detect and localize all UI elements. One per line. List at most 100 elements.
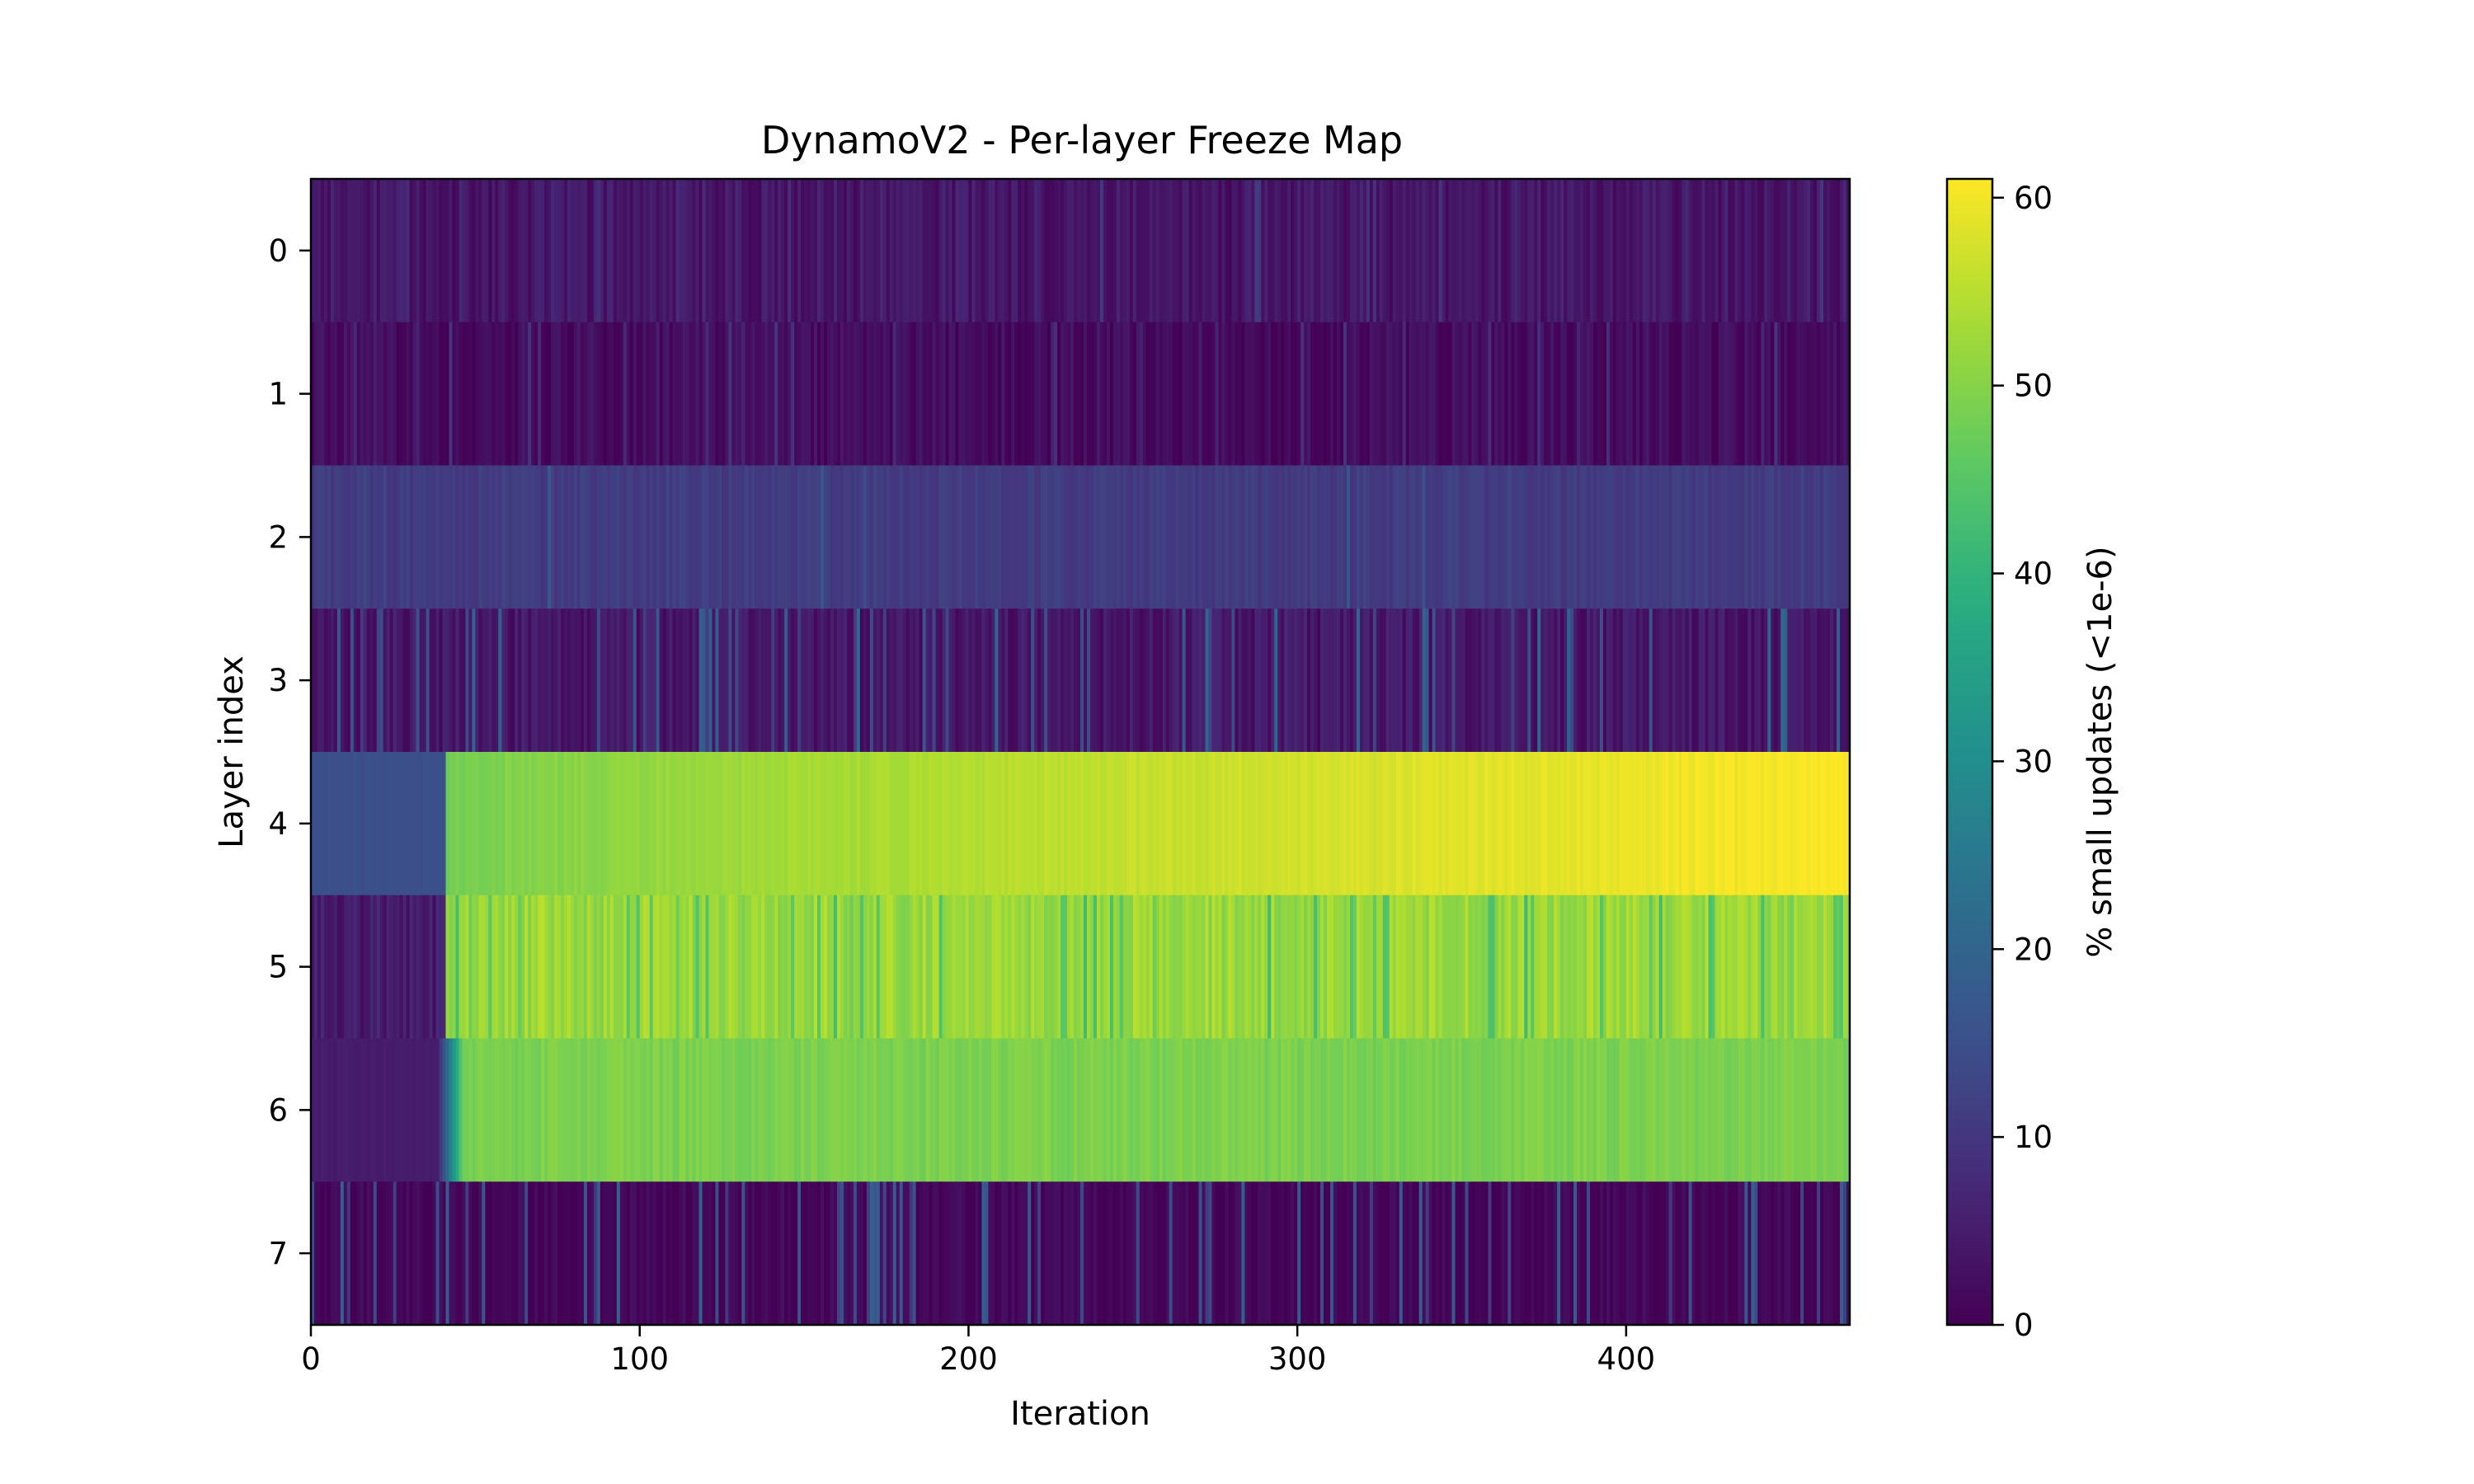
heatmap-cell (422, 1181, 427, 1326)
heatmap-cell (393, 1038, 397, 1182)
heatmap-cell (1675, 1038, 1680, 1182)
heatmap-cell (1142, 465, 1147, 609)
heatmap-cell (1129, 895, 1134, 1039)
heatmap-cell (1649, 465, 1653, 609)
heatmap-cell (1481, 895, 1486, 1039)
heatmap-cell (1596, 608, 1601, 753)
heatmap-cell (1738, 608, 1743, 753)
heatmap-cell (1291, 1038, 1295, 1182)
heatmap-cell (905, 752, 910, 896)
heatmap-cell (1251, 895, 1255, 1039)
heatmap-cell (465, 895, 469, 1039)
heatmap-cell (482, 179, 486, 323)
heatmap-cell (1165, 465, 1170, 609)
heatmap-cell (1057, 465, 1061, 609)
heatmap-cell (317, 608, 322, 753)
heatmap-cell (1455, 752, 1460, 896)
heatmap-cell (886, 322, 891, 466)
heatmap-cell (833, 322, 838, 466)
heatmap-cell (856, 1181, 861, 1326)
heatmap-cell (1705, 1181, 1710, 1326)
heatmap-cell (1300, 1038, 1305, 1182)
heatmap-cell (856, 322, 861, 466)
heatmap-cell (350, 465, 355, 609)
heatmap-cell (636, 322, 641, 466)
heatmap-cell (1797, 322, 1801, 466)
heatmap-cell (1119, 1038, 1124, 1182)
heatmap-cell (1372, 1038, 1377, 1182)
heatmap-cell (849, 895, 854, 1039)
heatmap-cell (1787, 465, 1791, 609)
heatmap-cell (846, 1038, 851, 1182)
heatmap-cell (1294, 608, 1298, 753)
heatmap-cell (1800, 752, 1804, 896)
heatmap-cell (336, 179, 341, 323)
heatmap-cell (1451, 465, 1456, 609)
heatmap-cell (764, 1038, 769, 1182)
heatmap-cell (1642, 465, 1647, 609)
heatmap-cell (1491, 608, 1495, 753)
heatmap-cell (633, 608, 637, 753)
heatmap-cell (662, 608, 667, 753)
heatmap-cell (656, 322, 661, 466)
heatmap-cell (1488, 895, 1492, 1039)
heatmap-cell (695, 608, 700, 753)
heatmap-cell (1307, 465, 1311, 609)
heatmap-cell (1389, 752, 1394, 896)
heatmap-cell (718, 752, 722, 896)
heatmap-cell (1438, 895, 1443, 1039)
heatmap-cell (1800, 465, 1804, 609)
heatmap-cell (968, 895, 973, 1039)
heatmap-cell (1395, 752, 1400, 896)
heatmap-cell (745, 322, 749, 466)
heatmap-cell (1761, 322, 1765, 466)
heatmap-cell (613, 179, 618, 323)
heatmap-cell (586, 465, 591, 609)
heatmap-cell (728, 608, 732, 753)
heatmap-cell (843, 179, 848, 323)
heatmap-cell (1011, 1181, 1015, 1326)
heatmap-cell (583, 895, 588, 1039)
heatmap-cell (538, 608, 542, 753)
heatmap-cell (1747, 608, 1752, 753)
heatmap-cell (1797, 1181, 1801, 1326)
heatmap-cell (1004, 179, 1009, 323)
heatmap-cell (472, 465, 476, 609)
heatmap-cell (524, 1038, 529, 1182)
heatmap-cell (692, 752, 697, 896)
heatmap-cell (925, 608, 930, 753)
heatmap-cell (1238, 1181, 1242, 1326)
heatmap-cell (1422, 1181, 1427, 1326)
heatmap-cell (764, 179, 769, 323)
heatmap-cell (1412, 465, 1417, 609)
heatmap-cell (1517, 1181, 1522, 1326)
heatmap-cell (1698, 465, 1703, 609)
heatmap-cell (1833, 1038, 1837, 1182)
heatmap-cell (932, 752, 937, 896)
heatmap-cell (1425, 465, 1430, 609)
heatmap-cell (1425, 895, 1430, 1039)
heatmap-cell (876, 608, 881, 753)
heatmap-cell (755, 1038, 759, 1182)
heatmap-cell (1774, 752, 1778, 896)
heatmap-cell (1771, 1181, 1775, 1326)
heatmap-cell (1031, 1181, 1035, 1326)
heatmap-cell (1418, 465, 1423, 609)
heatmap-cell (482, 465, 486, 609)
heatmap-cell (1070, 322, 1075, 466)
heatmap-cell (593, 752, 598, 896)
heatmap-cell (1665, 1181, 1670, 1326)
heatmap-cell (1333, 895, 1338, 1039)
heatmap-cell (1757, 1181, 1761, 1326)
heatmap-cell (343, 1181, 348, 1326)
heatmap-cell (1241, 465, 1245, 609)
heatmap-cell (1001, 322, 1005, 466)
heatmap-cell (557, 179, 562, 323)
heatmap-cell (1215, 179, 1220, 323)
heatmap-cell (905, 179, 910, 323)
heatmap-cell (863, 322, 868, 466)
heatmap-cell (1622, 1038, 1627, 1182)
heatmap-cell (1445, 752, 1450, 896)
heatmap-cell (1300, 895, 1305, 1039)
heatmap-cell (811, 465, 815, 609)
